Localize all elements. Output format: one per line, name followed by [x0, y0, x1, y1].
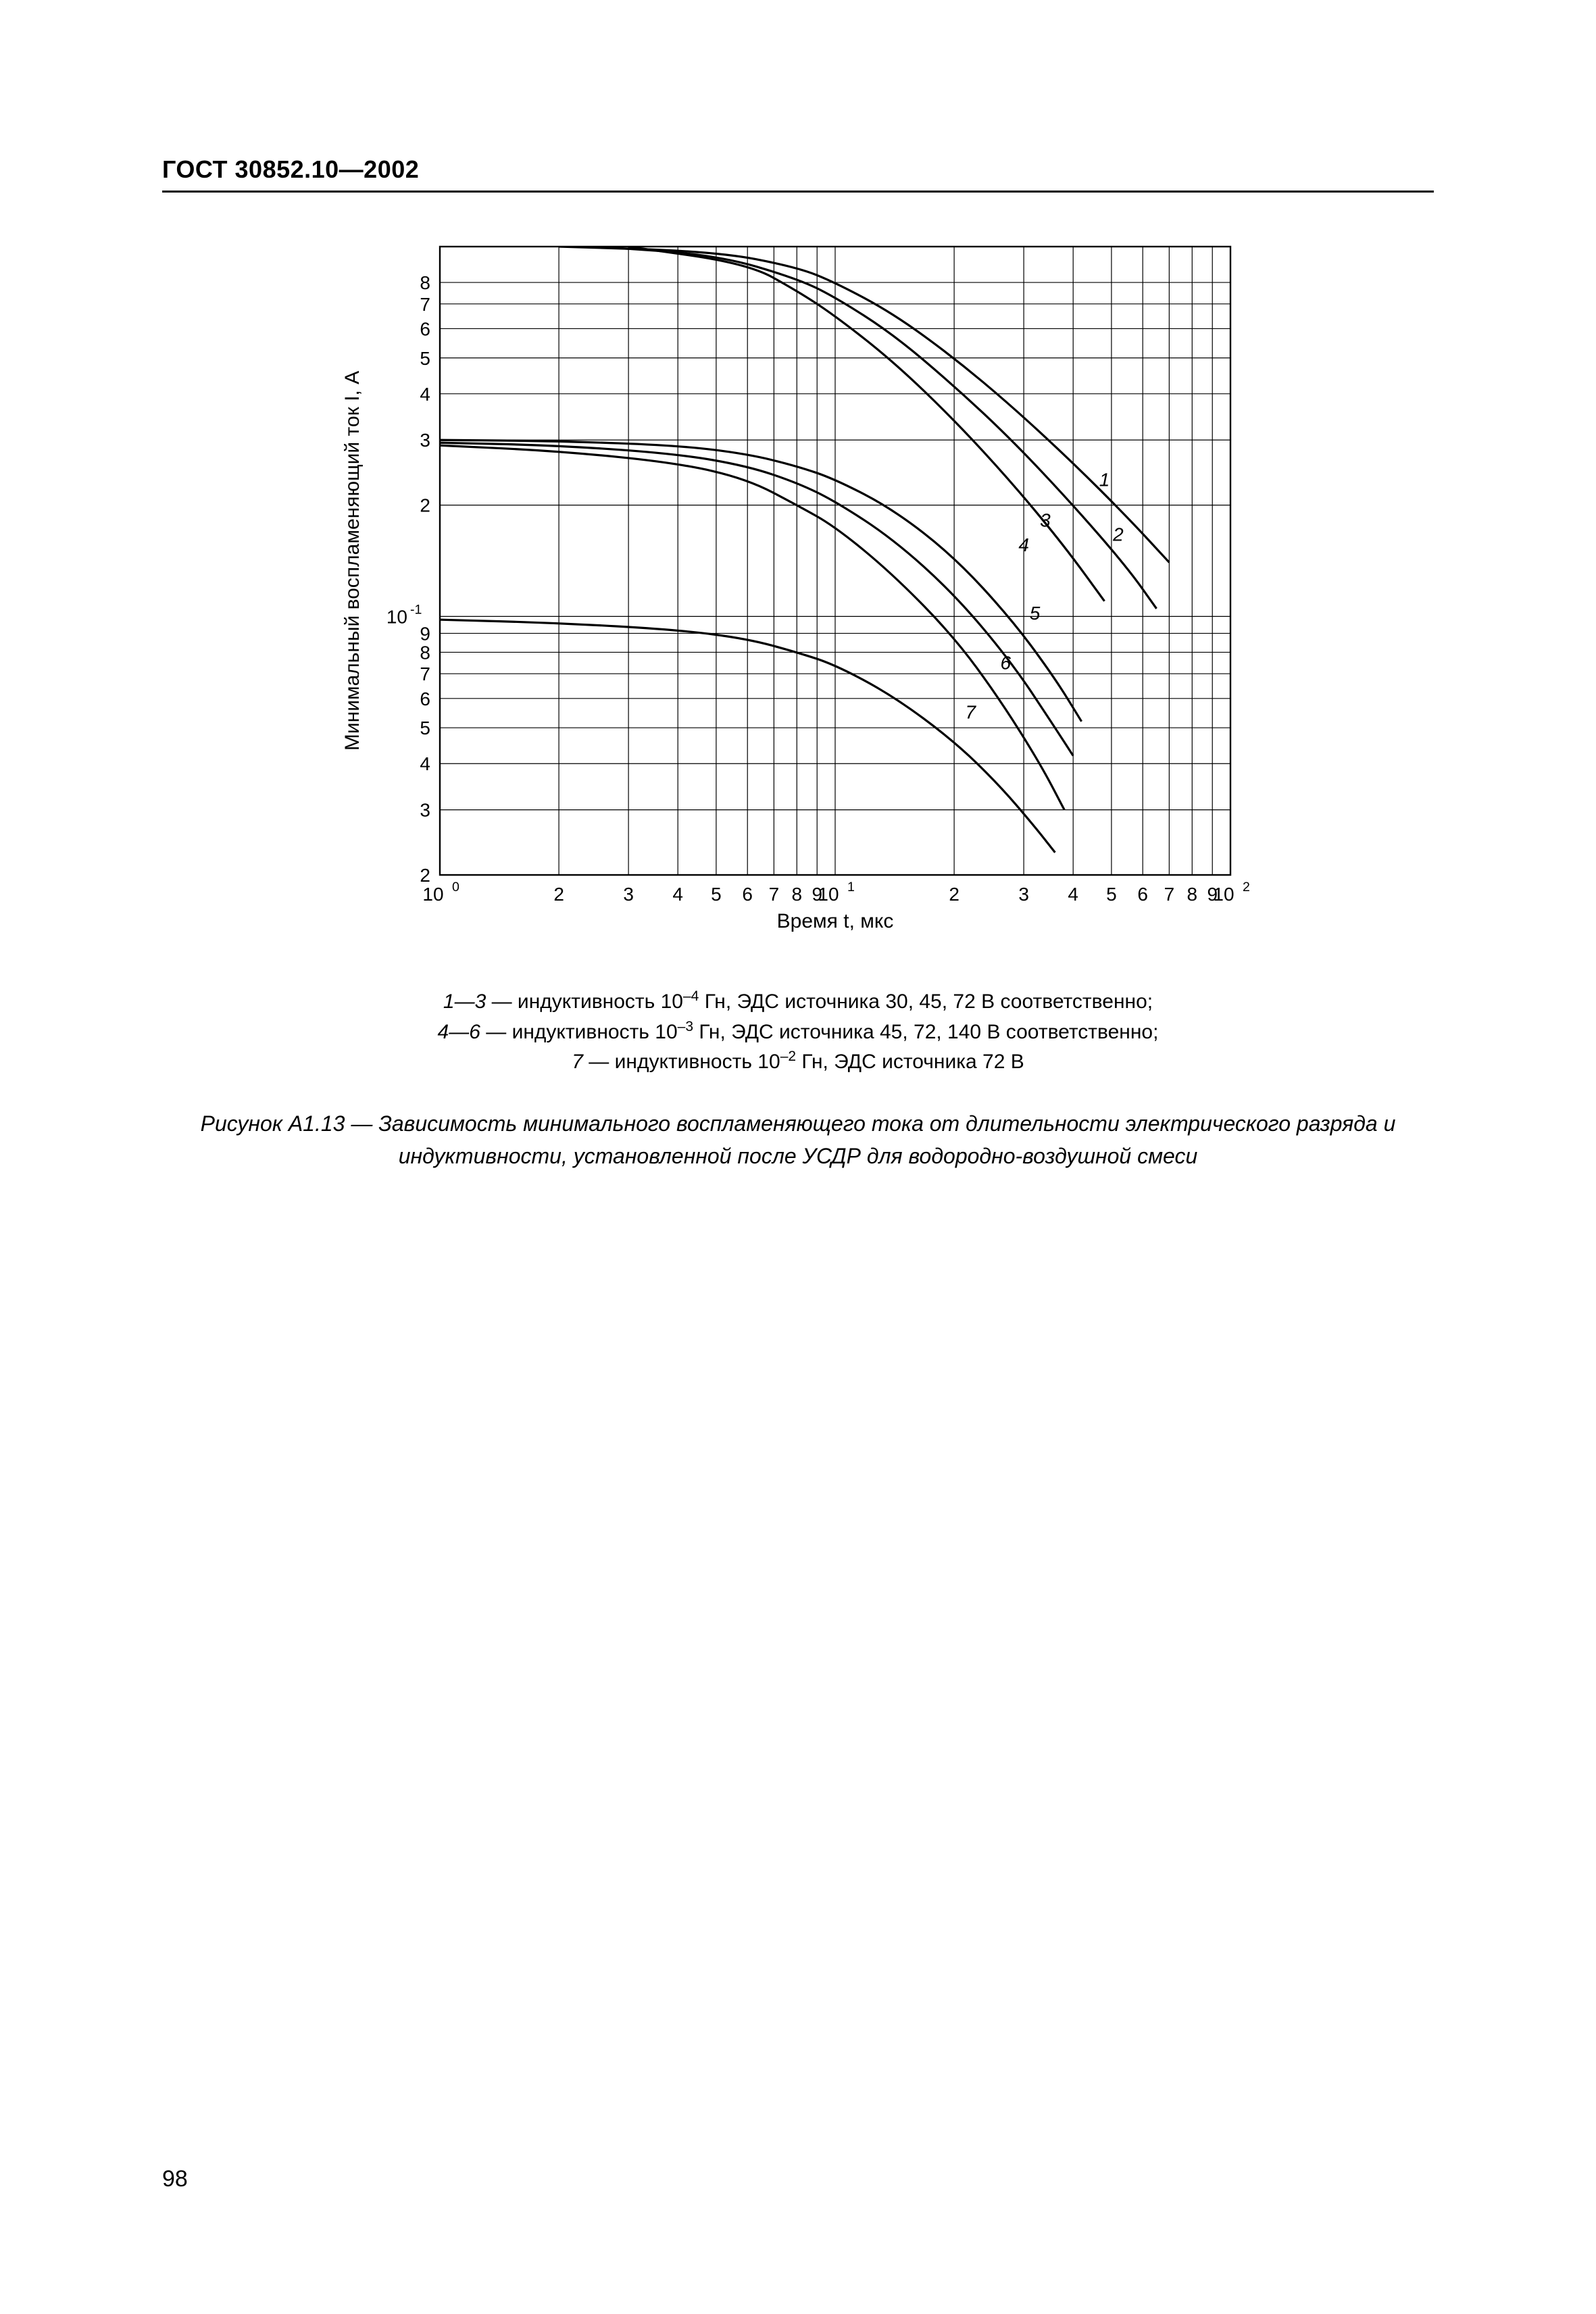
svg-text:6: 6 [1001, 652, 1012, 673]
svg-text:6: 6 [420, 318, 430, 339]
svg-text:5: 5 [1106, 884, 1117, 905]
page-number: 98 [162, 2166, 188, 2192]
svg-text:5: 5 [711, 884, 722, 905]
chart-legend: 1—3 — индуктивность 10–4 Гн, ЭДС источни… [162, 986, 1434, 1077]
svg-text:Минимальный воспламеняющий ток: Минимальный воспламеняющий ток I, А [341, 371, 364, 751]
svg-text:-1: -1 [410, 602, 422, 617]
svg-text:7: 7 [420, 663, 430, 684]
svg-text:8: 8 [1187, 884, 1198, 905]
svg-text:9: 9 [420, 623, 430, 644]
page: ГОСТ 30852.10—2002 100234567891012345678… [0, 0, 1596, 2314]
figure-caption: Рисунок А1.13 — Зависимость минимального… [162, 1107, 1434, 1172]
legend-line-3: 7 — индуктивность 10–2 Гн, ЭДС источника… [162, 1047, 1434, 1077]
svg-text:8: 8 [792, 884, 803, 905]
svg-text:7: 7 [966, 701, 977, 722]
svg-text:2: 2 [1243, 880, 1250, 895]
svg-text:2: 2 [1112, 524, 1124, 545]
svg-text:7: 7 [1164, 884, 1175, 905]
svg-text:2: 2 [420, 495, 430, 516]
svg-text:4: 4 [1068, 884, 1078, 905]
svg-text:2: 2 [553, 884, 564, 905]
document-header: ГОСТ 30852.10—2002 [162, 155, 1434, 184]
svg-text:7: 7 [420, 294, 430, 315]
svg-text:10: 10 [422, 884, 443, 905]
svg-text:3: 3 [420, 800, 430, 821]
svg-text:4: 4 [420, 384, 430, 405]
legend-range: 7 [572, 1051, 583, 1073]
svg-text:7: 7 [769, 884, 780, 905]
header-rule [162, 191, 1434, 193]
svg-text:5: 5 [420, 348, 430, 369]
svg-text:Время t, мкс: Время t, мкс [777, 910, 894, 932]
legend-range: 4—6 [438, 1021, 480, 1043]
svg-text:10: 10 [1213, 884, 1234, 905]
svg-text:0: 0 [452, 880, 459, 895]
svg-text:3: 3 [420, 430, 430, 451]
chart-svg: 1002345678910123456789102876543210-19876… [325, 233, 1271, 949]
svg-text:5: 5 [420, 718, 430, 738]
svg-text:3: 3 [623, 884, 634, 905]
svg-text:1: 1 [847, 880, 855, 895]
legend-range: 1—3 [443, 990, 486, 1013]
svg-text:1: 1 [1099, 470, 1110, 491]
svg-text:5: 5 [1030, 603, 1041, 624]
svg-text:6: 6 [742, 884, 753, 905]
legend-line-2: 4—6 — индуктивность 10–3 Гн, ЭДС источни… [162, 1017, 1434, 1047]
svg-text:10: 10 [818, 884, 839, 905]
svg-text:6: 6 [420, 688, 430, 709]
chart-container: 1002345678910123456789102876543210-19876… [162, 233, 1434, 949]
svg-text:2: 2 [420, 865, 430, 886]
svg-text:3: 3 [1040, 509, 1051, 530]
svg-text:10: 10 [386, 606, 407, 627]
svg-text:8: 8 [420, 272, 430, 293]
legend-line-1: 1—3 — индуктивность 10–4 Гн, ЭДС источни… [162, 986, 1434, 1017]
svg-text:8: 8 [420, 642, 430, 663]
svg-text:4: 4 [420, 753, 430, 774]
svg-text:4: 4 [1018, 534, 1029, 555]
svg-text:3: 3 [1018, 884, 1029, 905]
svg-text:4: 4 [672, 884, 683, 905]
caption-text: Зависимость минимального воспламеняющего… [378, 1111, 1395, 1168]
svg-text:2: 2 [949, 884, 959, 905]
svg-text:6: 6 [1137, 884, 1148, 905]
caption-prefix: Рисунок А1.13 — [201, 1111, 379, 1136]
